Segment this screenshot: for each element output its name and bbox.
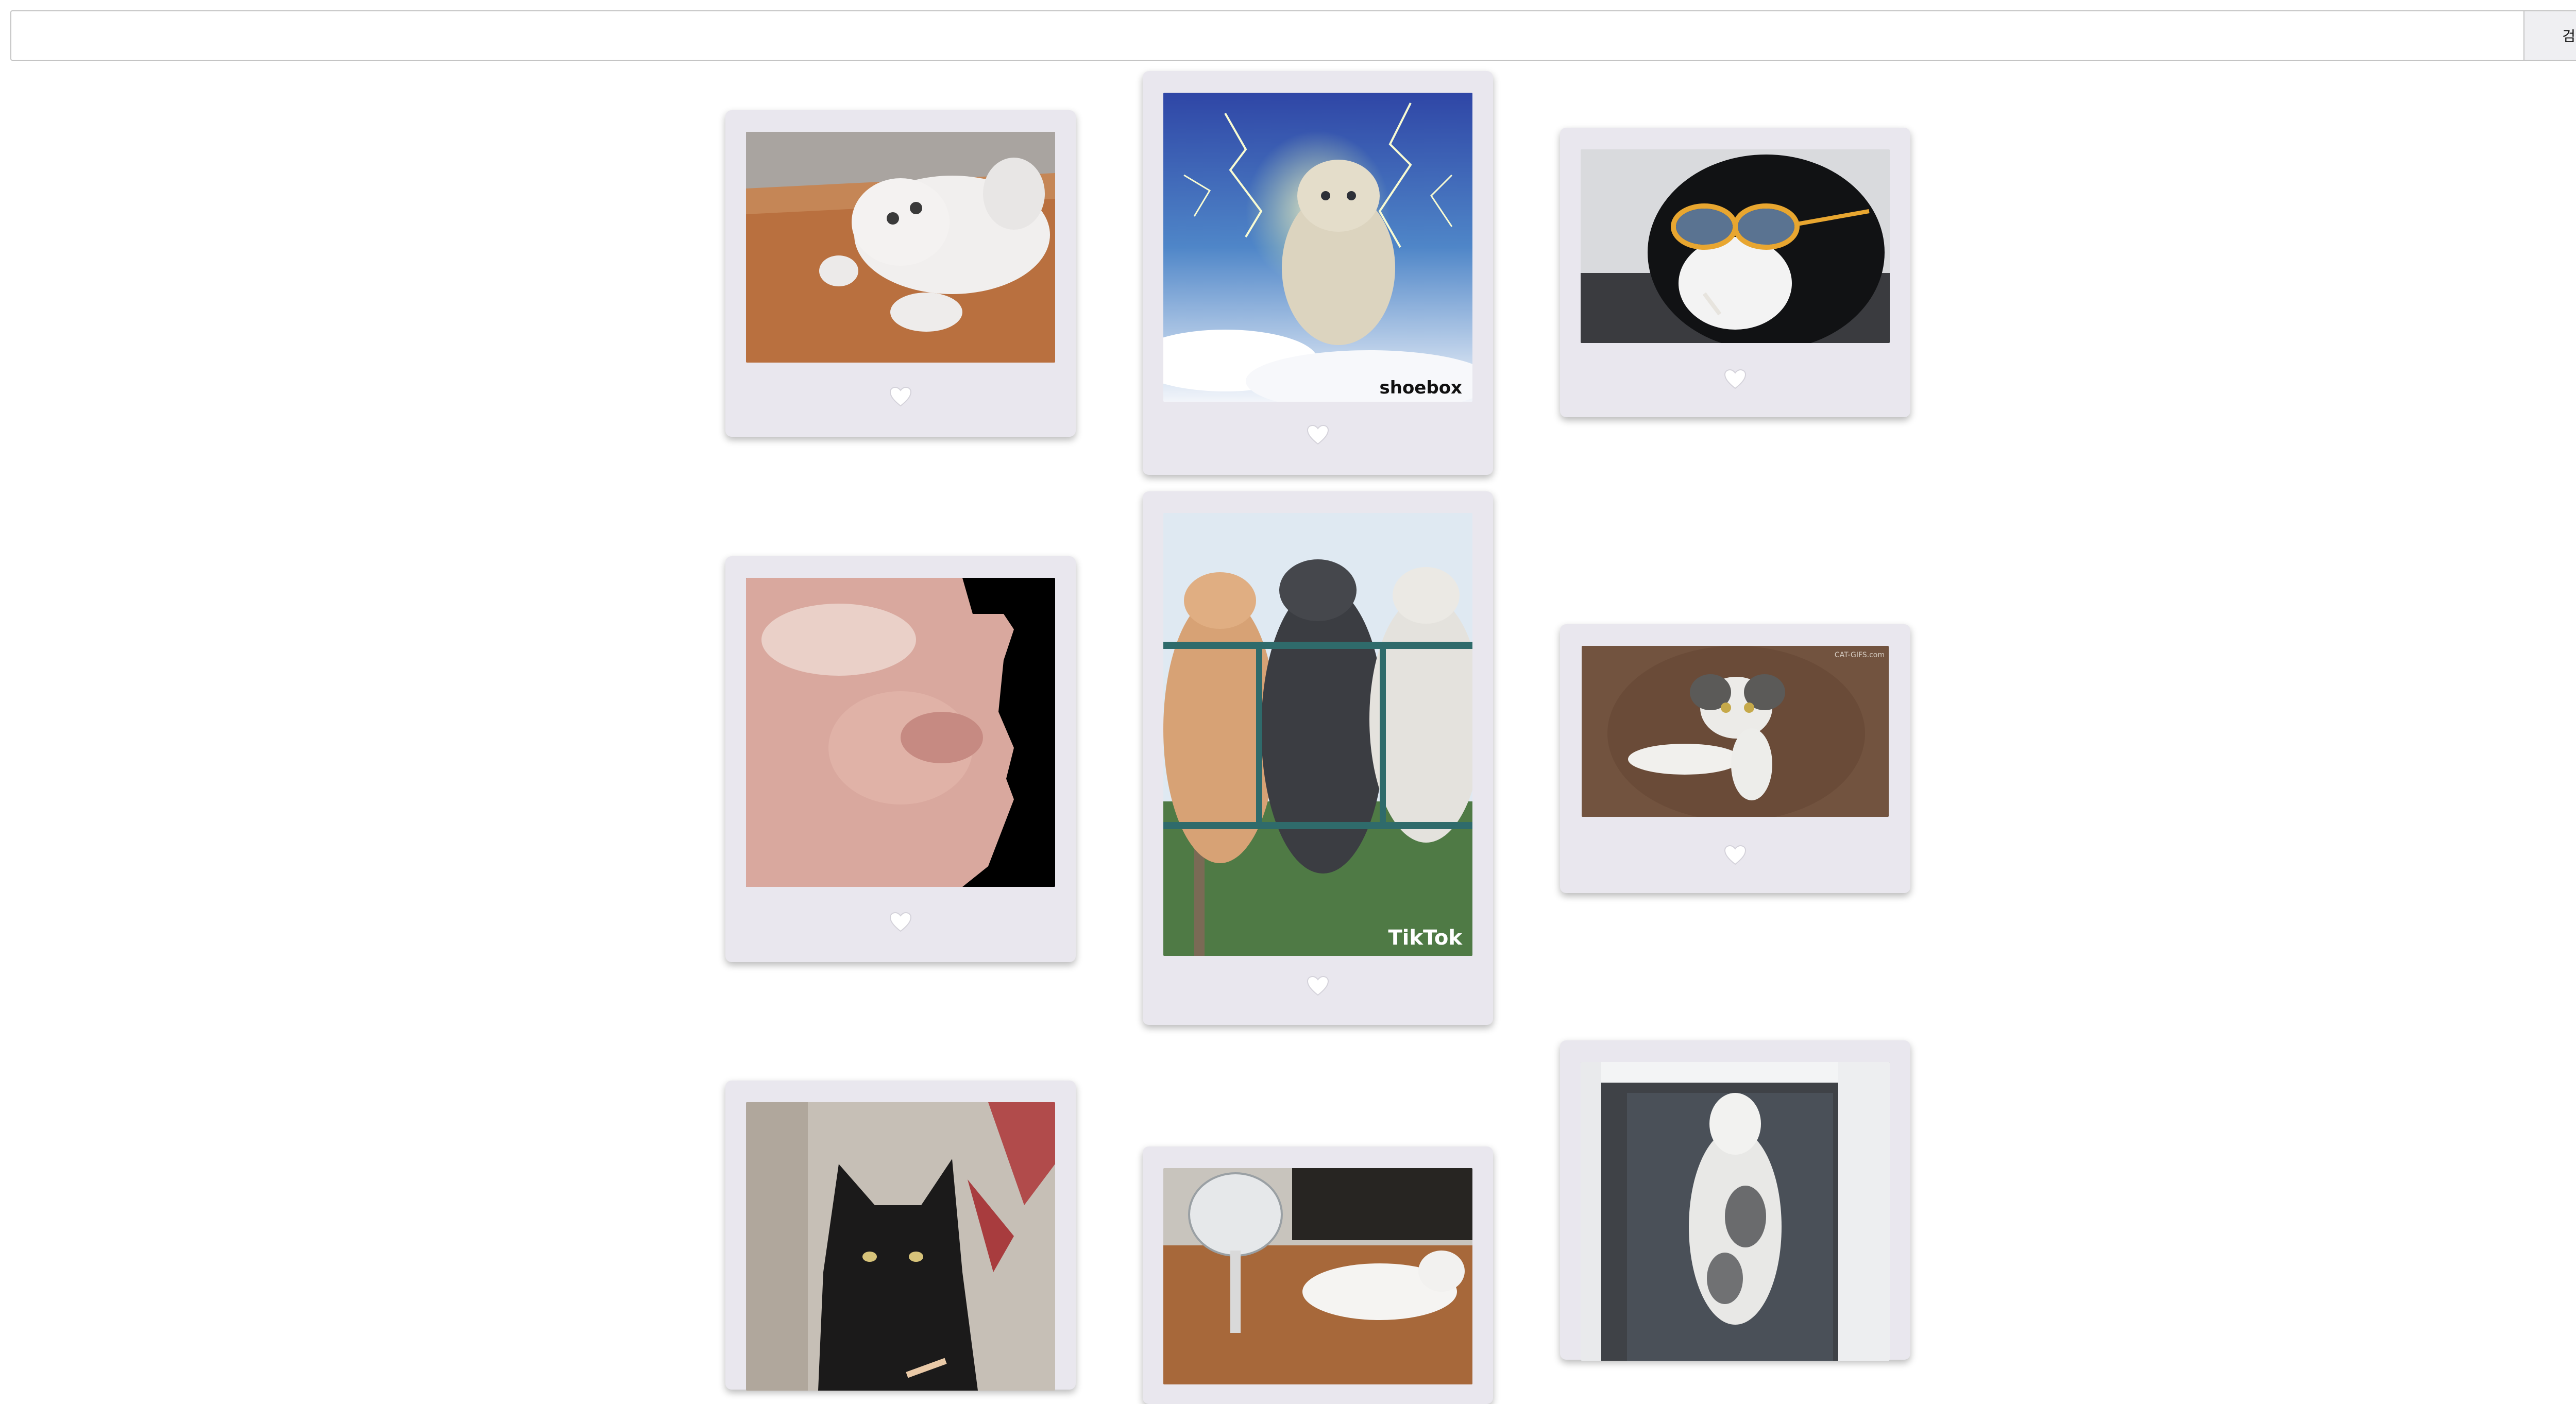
heart-icon[interactable] — [889, 912, 912, 932]
card-cat-lightning[interactable]: shoebox — [1143, 71, 1493, 475]
tiktok-watermark: TikTok — [1388, 926, 1463, 950]
cat-lightning-photo: shoebox — [1163, 93, 1472, 402]
card-cat-sunglasses[interactable] — [1560, 128, 1910, 417]
black-cat-photo — [746, 1102, 1055, 1391]
search-button[interactable]: 검색 — [2524, 10, 2576, 61]
heart-icon[interactable] — [1724, 369, 1747, 389]
cat-vibing-closeup-photo — [746, 578, 1055, 887]
card-cat-window[interactable] — [1560, 1040, 1910, 1361]
cat-fan-photo — [1163, 1168, 1472, 1384]
cat-window-photo — [1581, 1062, 1890, 1361]
card-white-cat-rolling[interactable] — [725, 110, 1076, 437]
card-cat-fan[interactable] — [1143, 1146, 1493, 1404]
heart-icon[interactable] — [1307, 424, 1329, 445]
card-cat-vibing-closeup[interactable] — [725, 556, 1076, 962]
shoebox-watermark: shoebox — [1380, 378, 1463, 398]
cat-gifs-watermark: CAT-GIFS.com — [1835, 651, 1885, 659]
card-black-cat[interactable] — [725, 1081, 1076, 1391]
heart-icon[interactable] — [1307, 975, 1329, 996]
card-three-cats-railing[interactable]: TikTok — [1143, 491, 1493, 1025]
heart-icon[interactable] — [889, 386, 912, 407]
three-cats-railing-photo: TikTok — [1163, 513, 1472, 956]
white-cat-rolling-photo — [746, 132, 1055, 363]
cat-sunglasses-photo — [1581, 149, 1890, 343]
cat-reaching-photo: CAT-GIFS.com — [1582, 646, 1889, 817]
search-input[interactable] — [10, 10, 2524, 61]
card-cat-reaching[interactable]: CAT-GIFS.com — [1560, 624, 1910, 893]
search-bar: 검색 — [10, 10, 2576, 61]
heart-icon[interactable] — [1724, 845, 1747, 865]
